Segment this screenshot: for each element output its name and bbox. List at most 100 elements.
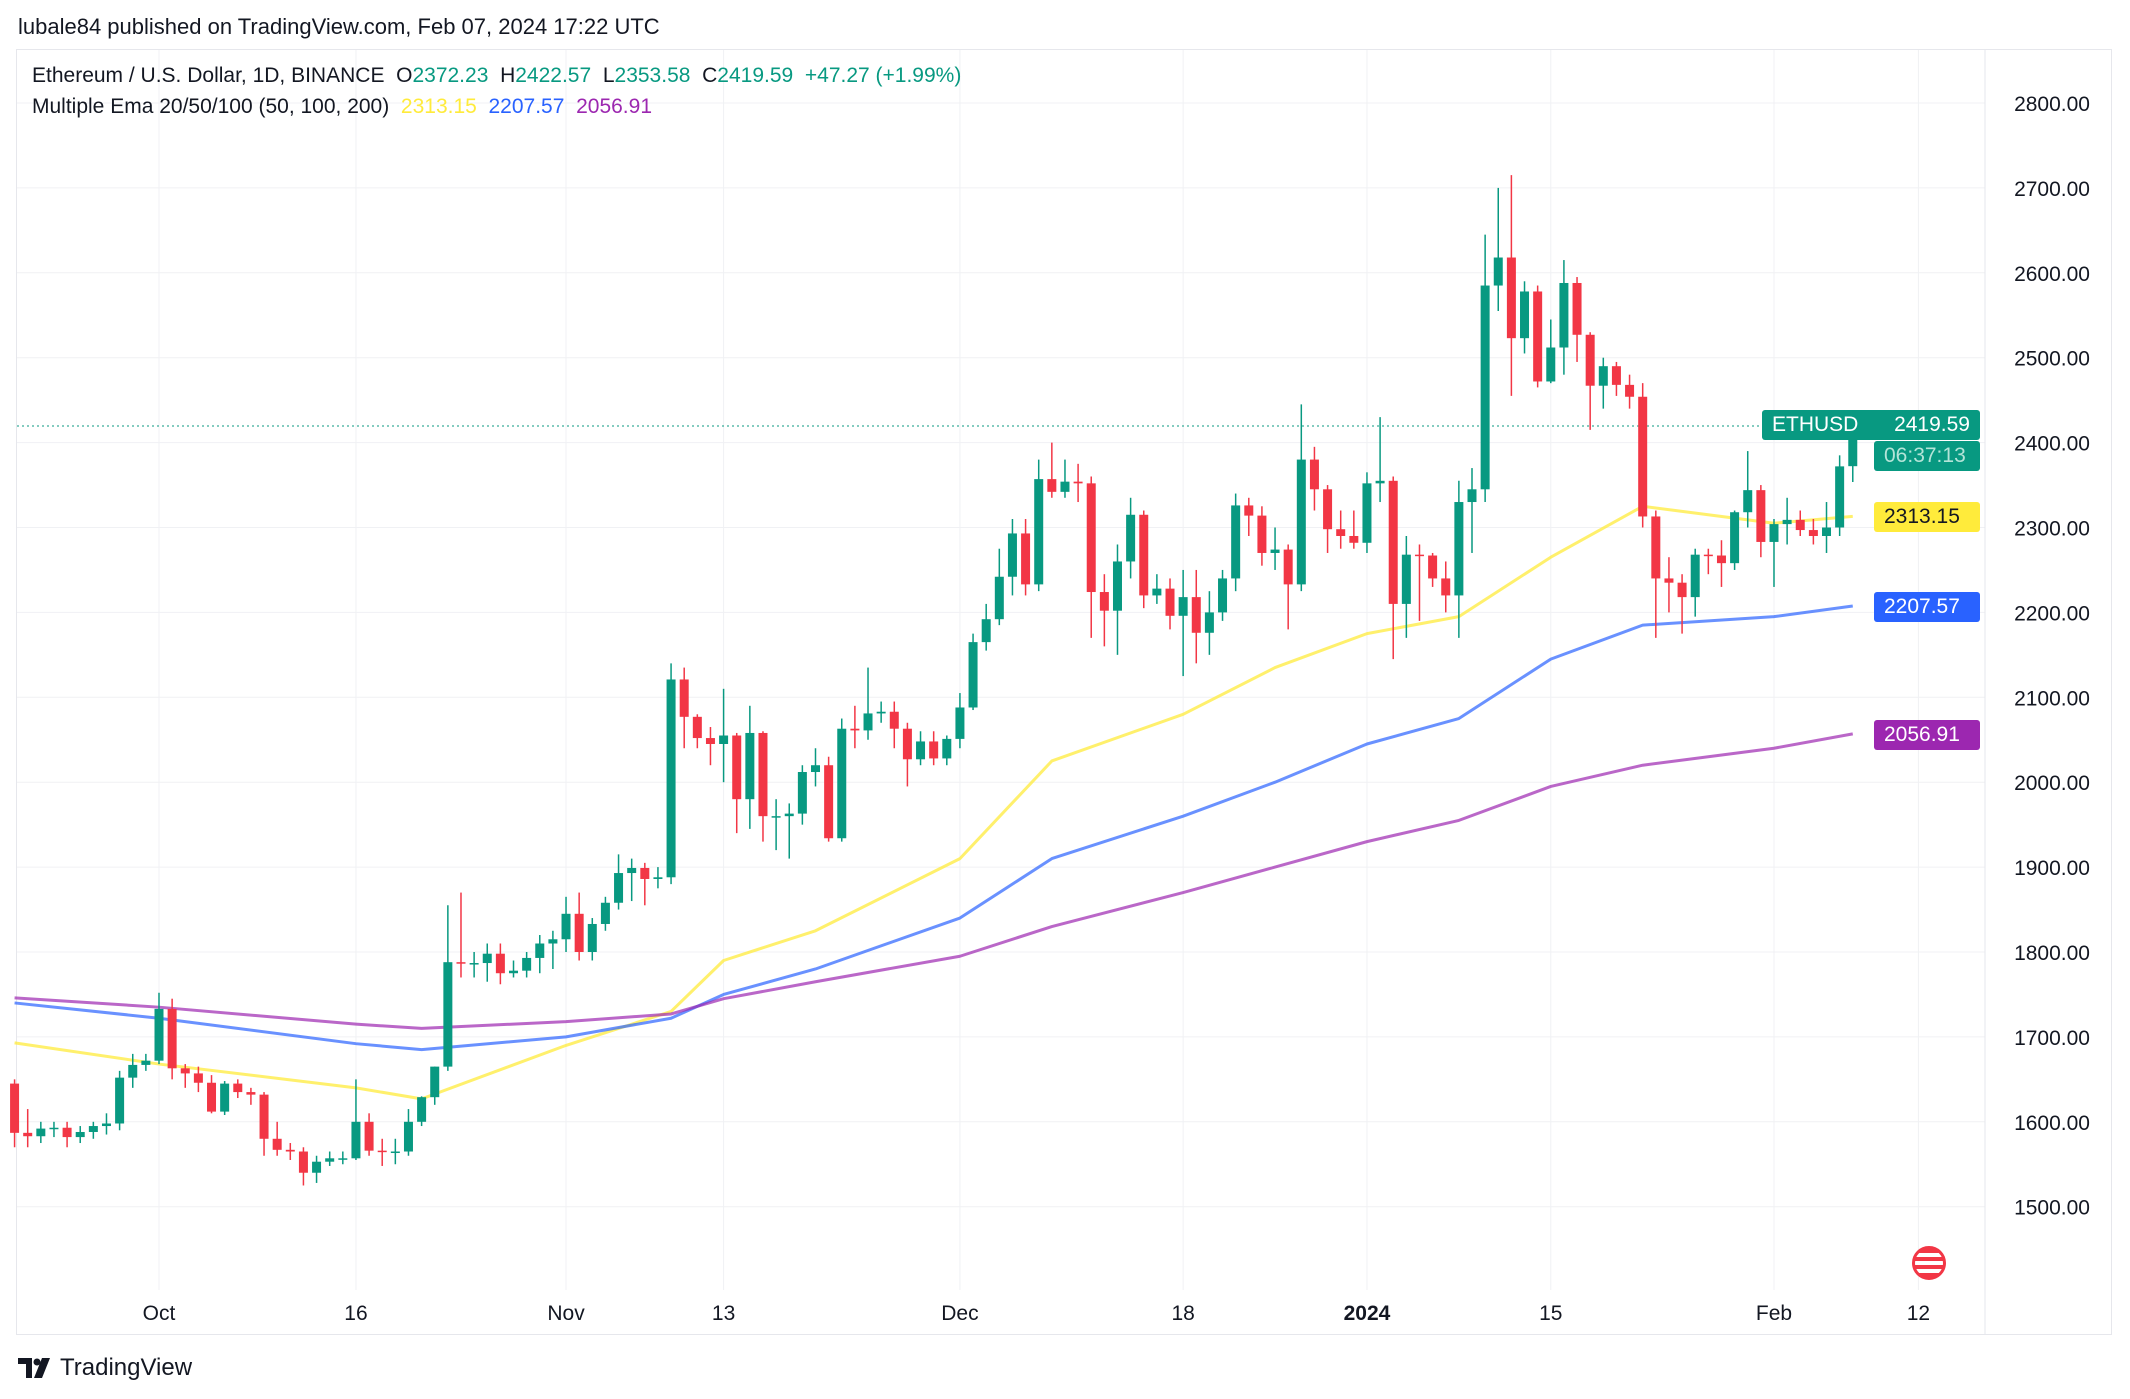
candle	[719, 688, 729, 783]
candle-body	[1283, 549, 1293, 585]
ema1-value: 2313.15	[400, 95, 477, 118]
x-tick-label: 13	[712, 1302, 735, 1325]
y-tick-label: 2800.00	[2014, 93, 2090, 116]
candle	[36, 1121, 46, 1144]
candle	[1493, 187, 1503, 312]
candle	[298, 1147, 308, 1186]
candle	[640, 862, 650, 906]
candle	[679, 667, 689, 749]
candle	[1782, 497, 1792, 545]
candle	[272, 1121, 282, 1156]
candle	[797, 765, 807, 825]
candle	[469, 952, 479, 978]
candle-body	[1428, 555, 1438, 579]
candle	[1296, 404, 1306, 592]
candle-body	[1375, 480, 1385, 484]
candle	[10, 1079, 20, 1148]
candle-body	[994, 576, 1004, 620]
candle	[1835, 455, 1845, 536]
candle	[1598, 357, 1608, 409]
candle-body	[1047, 479, 1057, 492]
candle-body	[233, 1083, 243, 1093]
grid	[17, 50, 1986, 1335]
candle-body	[36, 1128, 46, 1137]
candle	[1506, 175, 1516, 396]
candle-body	[561, 913, 571, 940]
candle-body	[1270, 549, 1280, 553]
ema2-value: 2207.57	[488, 95, 565, 118]
countdown: 06:37:13	[1884, 444, 1966, 467]
ema1-tag: 2313.15	[1874, 502, 1980, 532]
candle	[1441, 561, 1451, 613]
candle	[430, 1066, 440, 1105]
candle	[417, 1096, 427, 1127]
candle	[535, 935, 545, 974]
symbol-title[interactable]: Ethereum / U.S. Dollar, 1D, BINANCE	[32, 64, 385, 87]
candle-body	[692, 716, 702, 739]
candle-body	[876, 711, 886, 714]
symbol-legend: Ethereum / U.S. Dollar, 1D, BINANCE O237…	[32, 64, 961, 88]
candle-body	[1244, 505, 1254, 516]
candle	[1546, 319, 1556, 384]
candle-body	[207, 1082, 217, 1112]
candle-body	[640, 867, 650, 879]
open-label: O	[396, 64, 413, 87]
candle-body	[535, 943, 545, 958]
x-tick-label: Nov	[547, 1302, 585, 1325]
candle-body	[1795, 519, 1805, 531]
candle	[1336, 510, 1346, 549]
candle	[509, 960, 519, 978]
candle	[653, 867, 663, 889]
candle-body	[338, 1158, 348, 1160]
candle	[23, 1109, 33, 1148]
candle-body	[889, 711, 899, 729]
indicator-title[interactable]: Multiple Ema 20/50/100 (50, 100, 200)	[32, 95, 390, 118]
us-flag-icon[interactable]	[1912, 1246, 1946, 1280]
candle-body	[351, 1121, 361, 1159]
x-tick-label: Feb	[1756, 1302, 1792, 1325]
candle-body	[522, 957, 532, 971]
tradingview-logo-icon	[18, 1358, 50, 1378]
candle-body	[1191, 597, 1201, 633]
x-tick-label: 15	[1539, 1302, 1562, 1325]
candle	[1152, 574, 1162, 604]
candle	[811, 748, 820, 787]
candle-body	[1309, 459, 1319, 490]
x-tick-label: 16	[344, 1302, 367, 1325]
candle	[1231, 493, 1241, 592]
y-tick-label: 1500.00	[2014, 1197, 2090, 1220]
x-tick-label: 2024	[1344, 1302, 1391, 1325]
candle-body	[811, 765, 820, 773]
candle	[981, 603, 991, 651]
time-axis: Oct 16 Nov 13 Dec 18 2024 15 Feb 12	[143, 1302, 1930, 1325]
tradingview-logo[interactable]: TradingView	[18, 1354, 192, 1382]
candle-body	[653, 877, 663, 879]
candle	[692, 714, 702, 749]
candle-body	[115, 1077, 125, 1124]
candle-body	[1401, 554, 1411, 604]
candle	[522, 952, 532, 978]
candle	[154, 992, 164, 1065]
candle-body	[1441, 578, 1451, 596]
candle	[600, 896, 610, 931]
tag-price: 2419.59	[1894, 413, 1970, 436]
candle	[1611, 361, 1621, 396]
candle-body	[916, 741, 926, 760]
candle	[403, 1109, 413, 1156]
candle-body	[1362, 483, 1372, 543]
change-value: +47.27 (+1.99%)	[804, 64, 962, 87]
candle	[876, 701, 886, 723]
candle-body	[732, 735, 742, 800]
candle-body	[128, 1064, 138, 1078]
candle	[1572, 277, 1582, 362]
candle-body	[1703, 554, 1713, 557]
candle	[1099, 574, 1109, 647]
candle	[1638, 383, 1648, 528]
candle-body	[10, 1083, 20, 1133]
candle-body	[495, 953, 505, 974]
candle-body	[1611, 366, 1621, 385]
candle	[955, 693, 965, 749]
candle-body	[1178, 597, 1188, 616]
candle	[1388, 476, 1398, 660]
